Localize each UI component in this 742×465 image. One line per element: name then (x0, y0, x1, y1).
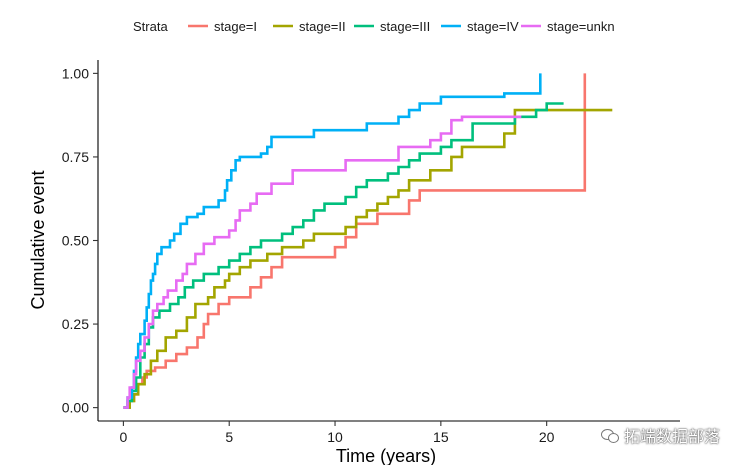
x-tick-label: 5 (225, 429, 233, 445)
series-line-stage-ii (123, 108, 613, 409)
y-tick-label: 0.25 (62, 316, 89, 332)
legend-label: stage=IV (467, 19, 519, 34)
series-line-stage-unkn (123, 115, 522, 409)
x-tick-label: 0 (119, 429, 127, 445)
series-layer (123, 73, 613, 409)
y-axis-title: Cumulative event (28, 170, 48, 309)
series-line-stage-iii (123, 102, 564, 409)
watermark: 拓端数据部落 (600, 423, 720, 447)
legend-label: stage=III (380, 19, 430, 34)
legend-title: Strata (133, 19, 168, 34)
watermark-text: 拓端数据部落 (623, 429, 720, 446)
legend: Strata stage=I stage=II stage=III stage=IV s… (133, 19, 615, 34)
legend-label: stage=II (299, 19, 346, 34)
x-axis-title: Time (years) (336, 446, 436, 465)
axes: 0.00 0.25 0.50 0.75 1.00 0 5 10 15 20 (62, 60, 680, 445)
series-line-stage-iv (123, 73, 542, 409)
x-tick-label: 20 (539, 429, 555, 445)
y-tick-label: 0.50 (62, 233, 89, 249)
x-tick-label: 15 (433, 429, 449, 445)
wechat-icon (600, 428, 619, 443)
legend-label: stage=I (214, 19, 257, 34)
legend-label: stage=unkn (547, 19, 615, 34)
y-tick-label: 1.00 (62, 65, 89, 81)
y-tick-label: 0.00 (62, 400, 89, 416)
x-tick-label: 10 (327, 429, 343, 445)
y-tick-label: 0.75 (62, 149, 89, 165)
